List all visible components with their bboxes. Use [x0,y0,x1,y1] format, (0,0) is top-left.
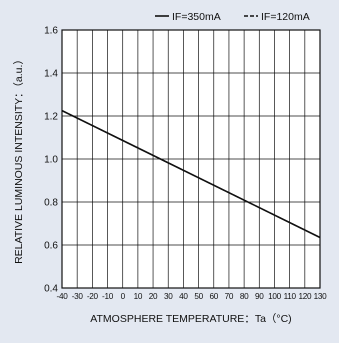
x-tick-label: 120 [298,292,312,301]
grid [62,30,320,288]
legend-label-2: IF=120mA [261,11,310,23]
x-tick-label: 110 [284,292,297,301]
y-tick-label: 1.0 [44,155,58,166]
legend: IF=350mA IF=120mA [155,11,310,23]
x-tick-label: -10 [102,292,114,301]
y-tick-label: 0.6 [44,241,58,252]
plot-frame [61,29,321,289]
y-tick-label: 1.2 [44,112,58,123]
legend-label-1: IF=350mA [172,11,221,23]
x-tick-label: -40 [57,292,69,301]
x-tick-label: -20 [87,292,99,301]
y-axis-label: RELATIVE LUMINOUS INTENSITY：（a.u.） [13,54,25,264]
x-axis-label: ATMOSPHERE TEMPERATURE：Ta（°C) [90,313,291,325]
x-tick-labels: -40 -30 -20 -10 0 10 20 30 40 50 60 70 80 90 100 110 120… [57,292,328,301]
x-tick-label: 0 [121,292,126,301]
x-tick-label: 130 [314,292,328,301]
series-line-1 [61,109,321,239]
y-tick-labels: 0.4 0.6 0.8 1.0 1.2 1.4 1.6 [44,26,58,295]
x-tick-label: 50 [194,292,203,301]
x-tick-label: 60 [210,292,219,301]
x-tick-label: 70 [225,292,234,301]
y-tick-label: 1.4 [44,69,58,80]
x-tick-label: 100 [268,292,282,301]
x-tick-label: 40 [179,292,188,301]
y-tick-label: 0.8 [44,198,58,209]
x-tick-label: 20 [149,292,158,301]
series-lines [61,109,321,239]
x-tick-label: 10 [134,292,143,301]
y-tick-label: 0.4 [44,284,58,295]
y-tick-label: 1.6 [44,26,58,37]
x-tick-label: 90 [255,292,264,301]
x-tick-label: -30 [72,292,84,301]
x-tick-label: 80 [240,292,249,301]
x-tick-label: 30 [164,292,173,301]
